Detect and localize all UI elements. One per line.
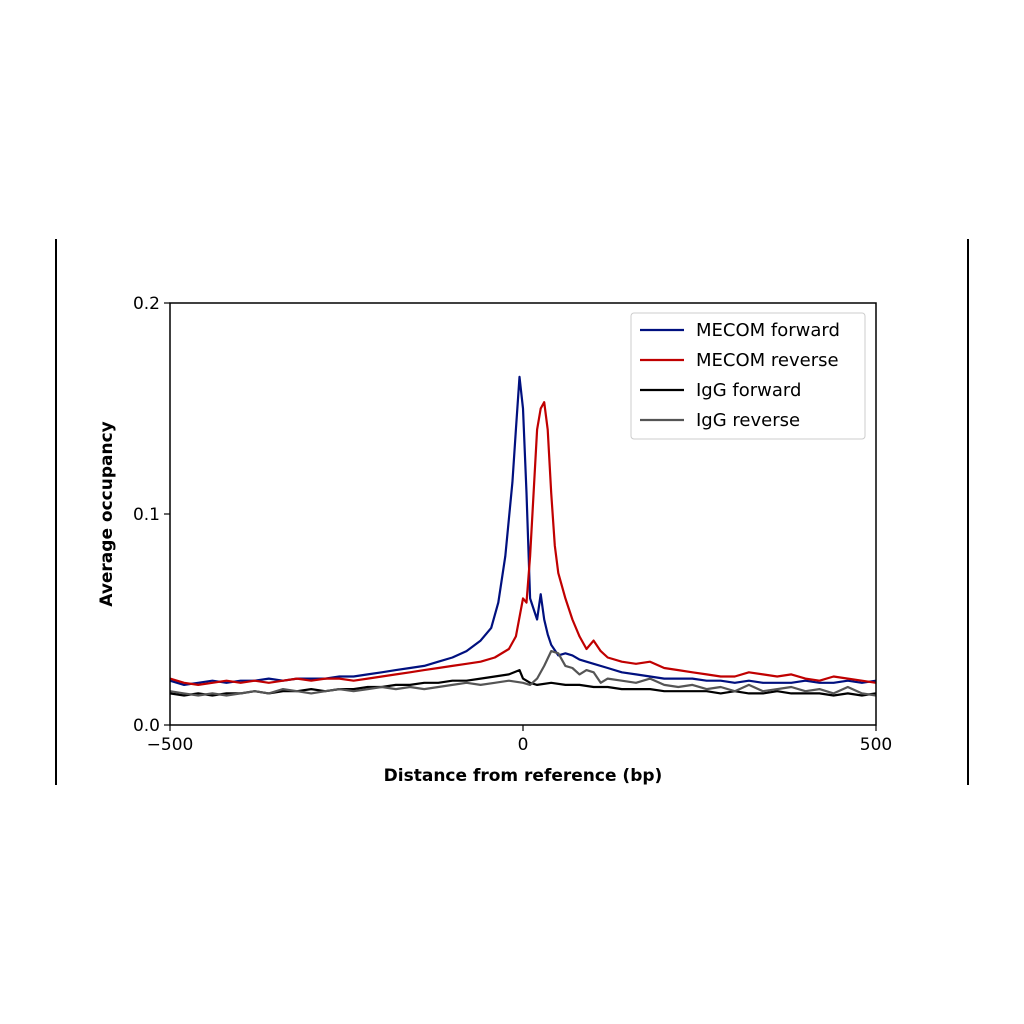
legend-label-1: MECOM reverse [696,350,839,371]
legend-label-0: MECOM forward [696,320,840,341]
x-tick-label-0: −500 [147,735,194,755]
frame-left-border [55,239,57,785]
legend: MECOM forward MECOM reverse IgG forward IgG… [630,312,866,440]
plot-lines [169,375,877,697]
x-tick-label-2: 500 [860,735,892,755]
y-tick-label-1: 0.1 [133,505,160,525]
y-axis-title: Average occupancy [97,421,117,606]
x-tick-label-1: 0 [518,735,529,755]
legend-box [630,312,866,440]
y-tick-label-2: 0.2 [133,294,160,314]
frame-right-border [967,239,969,785]
y-ticks: 0.0 0.1 0.2 [133,294,170,736]
x-ticks: −500 0 500 [147,725,892,755]
x-axis-title: Distance from reference (bp) [384,766,663,786]
series-line-1 [169,401,877,686]
series-line-3 [169,650,877,697]
legend-label-3: IgG reverse [696,410,800,431]
legend-label-2: IgG forward [696,380,801,401]
y-tick-label-0: 0.0 [133,716,160,736]
